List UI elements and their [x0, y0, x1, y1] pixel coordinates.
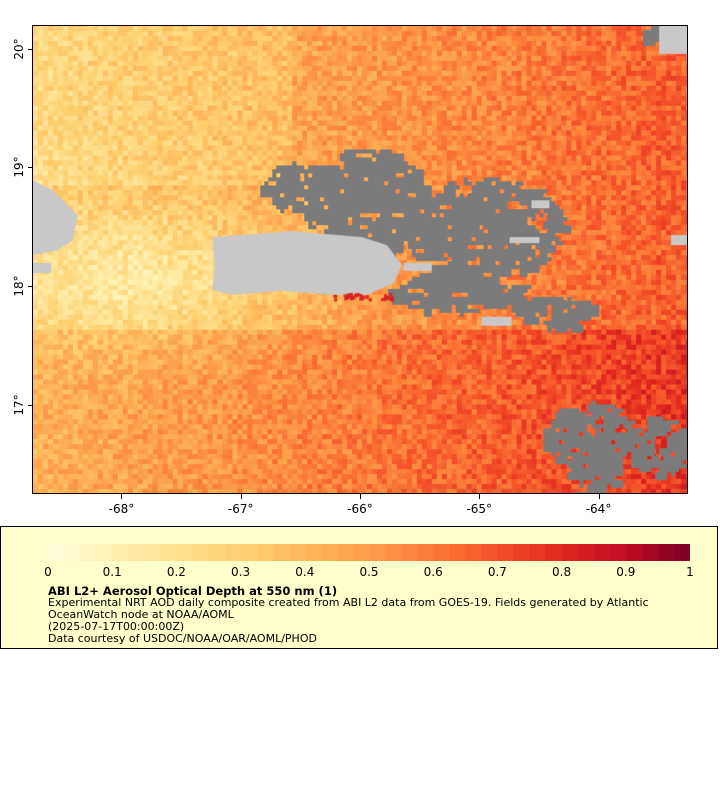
latitude-tick-label: 19° [12, 156, 26, 179]
colorbar-segment [320, 544, 337, 561]
colorbar-segment [657, 544, 674, 561]
colorbar-segment [384, 544, 402, 561]
colorbar-segment [545, 544, 562, 561]
legend-title: ABI L2+ Aerosol Optical Depth at 550 nm … [48, 584, 338, 598]
latitude-tick-mark [28, 404, 32, 406]
colorbar-segment [625, 544, 642, 561]
colorbar-segment [80, 544, 97, 561]
colorbar-tick-label: 0.8 [552, 565, 572, 579]
latitude-tick-mark [28, 286, 32, 288]
legend-panel: 0 0.1 0.2 0.3 0.4 0.5 0.6 0.7 0.8 0.9 1 ABI L2+ Ae… [0, 526, 718, 649]
colorbar-segment [641, 544, 658, 561]
colorbar-tick-label: 1 [686, 565, 694, 579]
legend-description: Experimental NRT AOD daily composite cre… [48, 597, 688, 645]
colorbar-segment [465, 544, 482, 561]
longitude-tick-mark [479, 494, 481, 499]
colorbar-segment [417, 544, 434, 561]
longitude-tick-mark [240, 494, 242, 499]
colorbar-tick-label: 0.2 [166, 565, 186, 579]
colorbar-segment [593, 544, 610, 561]
longitude-tick-label: -64° [585, 502, 612, 516]
longitude-tick-label: -66° [347, 502, 373, 516]
colorbar-segment [112, 544, 129, 561]
longitude-tick-label: -68° [108, 502, 135, 516]
latitude-tick-mark [28, 167, 32, 169]
colorbar-segment [513, 544, 530, 561]
legend-description-line: OceanWatch node at NOAA/AOML [48, 608, 234, 621]
colorbar-segment [449, 544, 466, 561]
latitude-tick-label: 17° [12, 394, 26, 416]
colorbar-tick-label: 0.4 [295, 565, 315, 579]
colorbar-segment [481, 544, 498, 561]
longitude-tick-label: -67° [227, 502, 254, 516]
colorbar-segment [561, 544, 578, 561]
colorbar-segment [352, 544, 369, 561]
colorbar-segment [401, 544, 418, 561]
latitude-tick-label: 20° [12, 38, 26, 60]
longitude-tick-mark [598, 494, 600, 499]
colorbar [48, 544, 690, 561]
colorbar-tick-label: 0.7 [487, 565, 507, 579]
colorbar-segment [208, 544, 225, 561]
colorbar-segment [176, 544, 193, 561]
colorbar-segment [336, 544, 353, 561]
longitude-tick-mark [121, 494, 123, 499]
colorbar-tick-label: 0.6 [423, 565, 443, 579]
colorbar-segment [144, 544, 161, 561]
colorbar-segment [64, 544, 81, 561]
latitude-tick-mark [28, 48, 32, 50]
longitude-tick-label: -65° [466, 502, 493, 516]
colorbar-segment [256, 544, 273, 561]
colorbar-tick-label: 0.1 [102, 565, 122, 579]
aod-map-plot [32, 25, 688, 494]
colorbar-ticks: 0 0.1 0.2 0.3 0.4 0.5 0.6 0.7 0.8 0.9 1 [44, 565, 694, 579]
colorbar-tick-label: 0.3 [231, 565, 251, 579]
colorbar-segment [224, 544, 241, 561]
colorbar-segment [288, 544, 305, 561]
colorbar-segment [368, 544, 385, 561]
colorbar-tick-label: 0.9 [616, 565, 636, 579]
colorbar-segment [192, 544, 209, 561]
colorbar-segment [529, 544, 546, 561]
colorbar-segment [48, 544, 65, 561]
colorbar-segment [272, 544, 289, 561]
colorbar-segment [240, 544, 257, 561]
latitude-tick-label: 18° [12, 275, 26, 297]
legend-description-line: (2025-07-17T00:00:00Z) [48, 620, 185, 633]
colorbar-segment [128, 544, 145, 561]
colorbar-segment [433, 544, 450, 561]
colorbar-tick-label: 0.5 [359, 565, 379, 579]
colorbar-segment [160, 544, 177, 561]
longitude-tick-mark [360, 494, 361, 499]
colorbar-tick-label: 0 [44, 565, 52, 579]
legend-description-line: Data courtesy of USDOC/NOAA/OAR/AOML/PHO… [48, 632, 317, 645]
colorbar-segment [673, 544, 690, 561]
colorbar-segment [96, 544, 113, 561]
colorbar-segment [609, 544, 626, 561]
colorbar-segment [497, 544, 514, 561]
legend-description-line: Experimental NRT AOD daily composite cre… [48, 596, 649, 609]
colorbar-segment [304, 544, 321, 561]
colorbar-segment [577, 544, 594, 561]
